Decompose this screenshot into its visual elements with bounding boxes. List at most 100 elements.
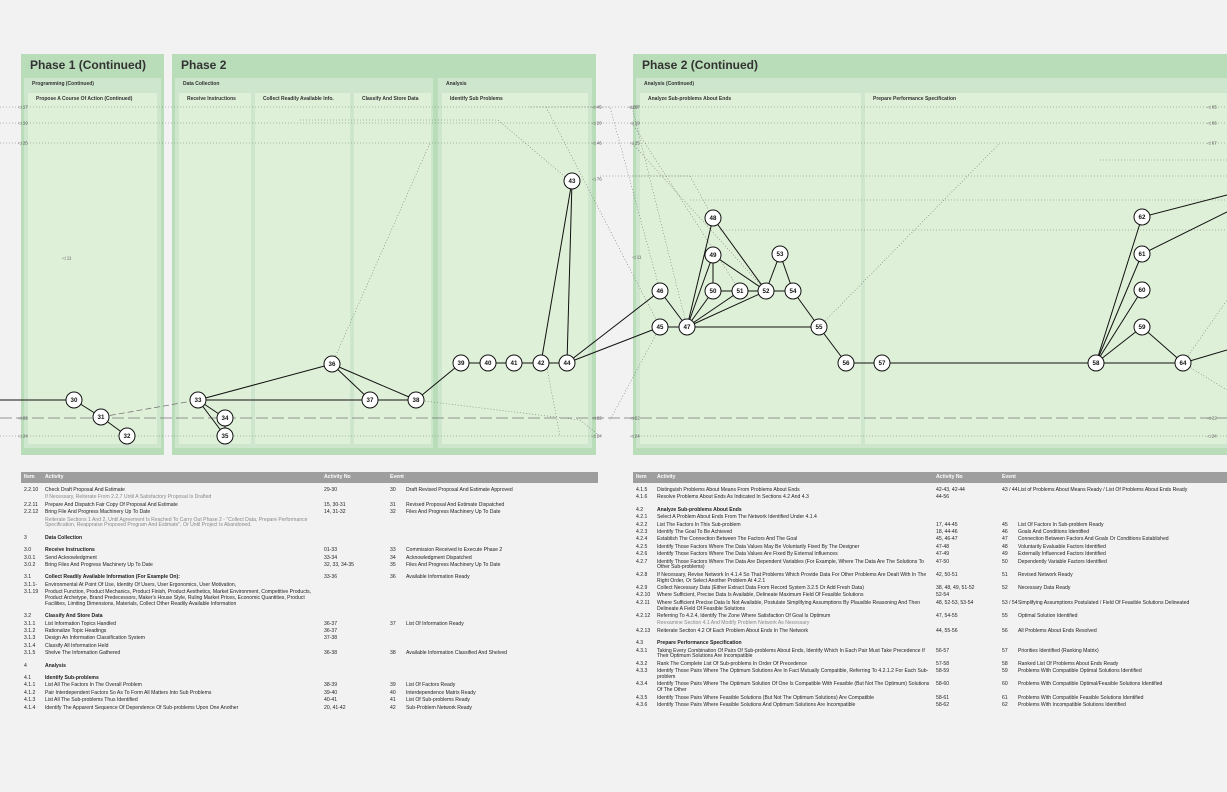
event-node: 55 (810, 318, 828, 336)
cell-event: Available Information Classified And She… (406, 650, 507, 657)
event-node-circle (361, 391, 379, 409)
stage-title: Data Collection (183, 81, 220, 87)
cell-item: 4.2 (636, 506, 644, 513)
event-node-circle (873, 354, 891, 372)
cell-item: 4.2.6 (636, 551, 648, 558)
event-node: 45 (651, 318, 669, 336)
cell-activity: Collect Necessary Data (Either Extract D… (657, 585, 864, 591)
event-node-circle (704, 209, 722, 227)
cell-item: 3.1.1 (24, 620, 36, 627)
cell-activity: Identify Those Factors Where The Data Va… (657, 551, 838, 558)
cell-item: 4.2.3 (636, 529, 648, 535)
event-node-label: 48 (710, 215, 717, 222)
cell-no: 47-50 (936, 558, 950, 565)
event-node: 47 (678, 318, 696, 336)
side-label: ◁ 19 (18, 121, 28, 126)
network-edge (686, 254, 714, 328)
cell-item: 4.2.10 (636, 592, 651, 599)
cell-ev-no: 50 (1002, 558, 1008, 565)
event-node-label: 54 (790, 288, 797, 295)
stage-title: Programming (Continued) (32, 81, 94, 87)
cell-no: 01-33 (324, 547, 338, 554)
header-activity: Activity (45, 474, 64, 480)
cell-item: 4.2.2 (636, 521, 648, 528)
event-node: 32 (118, 427, 136, 445)
cell-activity: Classify All Information Held (45, 642, 109, 649)
event-node: 31 (92, 408, 110, 426)
event-node-circle (771, 245, 789, 263)
network-nodes: 30 31 32 33 34 35 36 37 38 39 40 41 42 43 44 45 46 47 48 49… (65, 172, 1192, 445)
cell-activity: Bring Files And Progress Machinery Up To… (45, 562, 153, 568)
cell-event: Commission Received to Execute Phase 2 (406, 547, 503, 554)
cell-no: 36-37 (324, 620, 338, 627)
cell-item: 4.1.2 (24, 689, 36, 696)
dotted-guide (631, 122, 741, 292)
event-node: 61 (1133, 245, 1151, 263)
cell-activity: Where Sufficient Precise Data Is Not Ava… (657, 599, 921, 612)
cell-activity: Referring To 4.2.4, Identify The Zone Wh… (657, 613, 831, 619)
cell-activity: If Necessary, Reiterate From 2.2.7 Until… (45, 494, 212, 501)
cell-event: Goals And Conditions Identified (1018, 529, 1090, 535)
dotted-guide (415, 399, 581, 421)
event-node-circle (407, 391, 425, 409)
cell-activity: Taking Every Combination Of Pairs Of Sub… (657, 647, 925, 660)
activity-table-left: Item Activity Activity No Event 2.2.10 Ch… (21, 472, 598, 790)
cell-event: List of Problems About Means Ready / Lis… (1018, 487, 1188, 493)
cell-event: Files And Progress Machinery Up To Date (406, 562, 501, 568)
network-edge (712, 254, 767, 292)
activity-column: Classify And Store Data (354, 93, 431, 444)
activity-column: Propose A Course Of Action (Continued) (28, 93, 157, 444)
event-node: 56 (837, 354, 855, 372)
cell-ev-no: 42 (390, 704, 396, 711)
cell-no: 56-57 (936, 647, 950, 654)
cell-event: Dependently Variable Factors Identified (1018, 558, 1107, 565)
dotted-guide (600, 175, 714, 219)
cell-activity: Shelve The Information Gathered (45, 650, 121, 657)
cell-item: 4.2.8 (636, 571, 648, 578)
event-node-circle (1087, 354, 1105, 372)
cell-no: 39-40 (324, 689, 338, 696)
cell-no: 42, 50-51 (936, 571, 958, 578)
cell-event: List Of Information Ready (406, 620, 464, 627)
cell-activity: Identify Those Pairs Where Feasible Solu… (657, 702, 856, 708)
stage-title: Analysis (Continued) (644, 81, 695, 87)
cell-no: 38-39 (324, 682, 338, 689)
cell-event: Externally Influenced Factors Identified (1018, 551, 1106, 558)
cell-activity: Identify The Goal To Be Achieved (657, 529, 733, 535)
event-node-circle (651, 318, 669, 336)
event-node-circle (532, 354, 550, 372)
network-edge (197, 363, 333, 401)
event-node: 54 (784, 282, 802, 300)
cell-activity: Identify Those Factors Where The Data Va… (657, 543, 860, 550)
side-label: ◁ 22 (592, 416, 602, 421)
cell-activity: Identify Those Pairs Where Feasible Solu… (657, 694, 874, 701)
activity-column: Collect Readily Available Info. (255, 93, 350, 444)
column-title: Propose A Course Of Action (Continued) (36, 96, 133, 102)
cell-activity: Where Sufficient, Precise Data Is Availa… (657, 592, 864, 599)
event-node-label: 45 (657, 324, 664, 331)
cell-ev-no: 58 (1002, 660, 1008, 667)
stage-band: Data Collection Receive Instructions Col… (175, 78, 433, 448)
header-activity-no: Activity No (324, 474, 351, 480)
dotted-guide (631, 142, 767, 292)
cell-item: 4.2.12 (636, 613, 651, 619)
cell-item: 2.2.12 (24, 509, 39, 516)
cell-ev-no: 40 (390, 689, 396, 696)
event-node-label: 39 (458, 360, 465, 367)
event-node: 36 (323, 355, 341, 373)
cell-no: 40-41 (324, 697, 338, 704)
event-node-label: 62 (1139, 214, 1146, 221)
event-node-circle (452, 354, 470, 372)
cell-no: 37-38 (324, 635, 338, 642)
cell-ev-no: 33 (390, 547, 396, 554)
side-label: ◁ 24 (630, 434, 640, 439)
phase-2-band: Phase 2 Data Collection Receive Instruct… (172, 54, 596, 455)
side-label: ◁ 22 (630, 416, 640, 421)
event-node: 58 (1087, 354, 1105, 372)
cell-event: Problems With Compatible Optimal/Feasibl… (1018, 681, 1163, 688)
cell-item: 2.2.11 (24, 501, 38, 508)
event-node-circle (704, 282, 722, 300)
activity-column: Receive Instructions (179, 93, 251, 444)
event-node-label: 30 (71, 397, 78, 404)
cell-ev-no: 52 (1002, 585, 1008, 591)
